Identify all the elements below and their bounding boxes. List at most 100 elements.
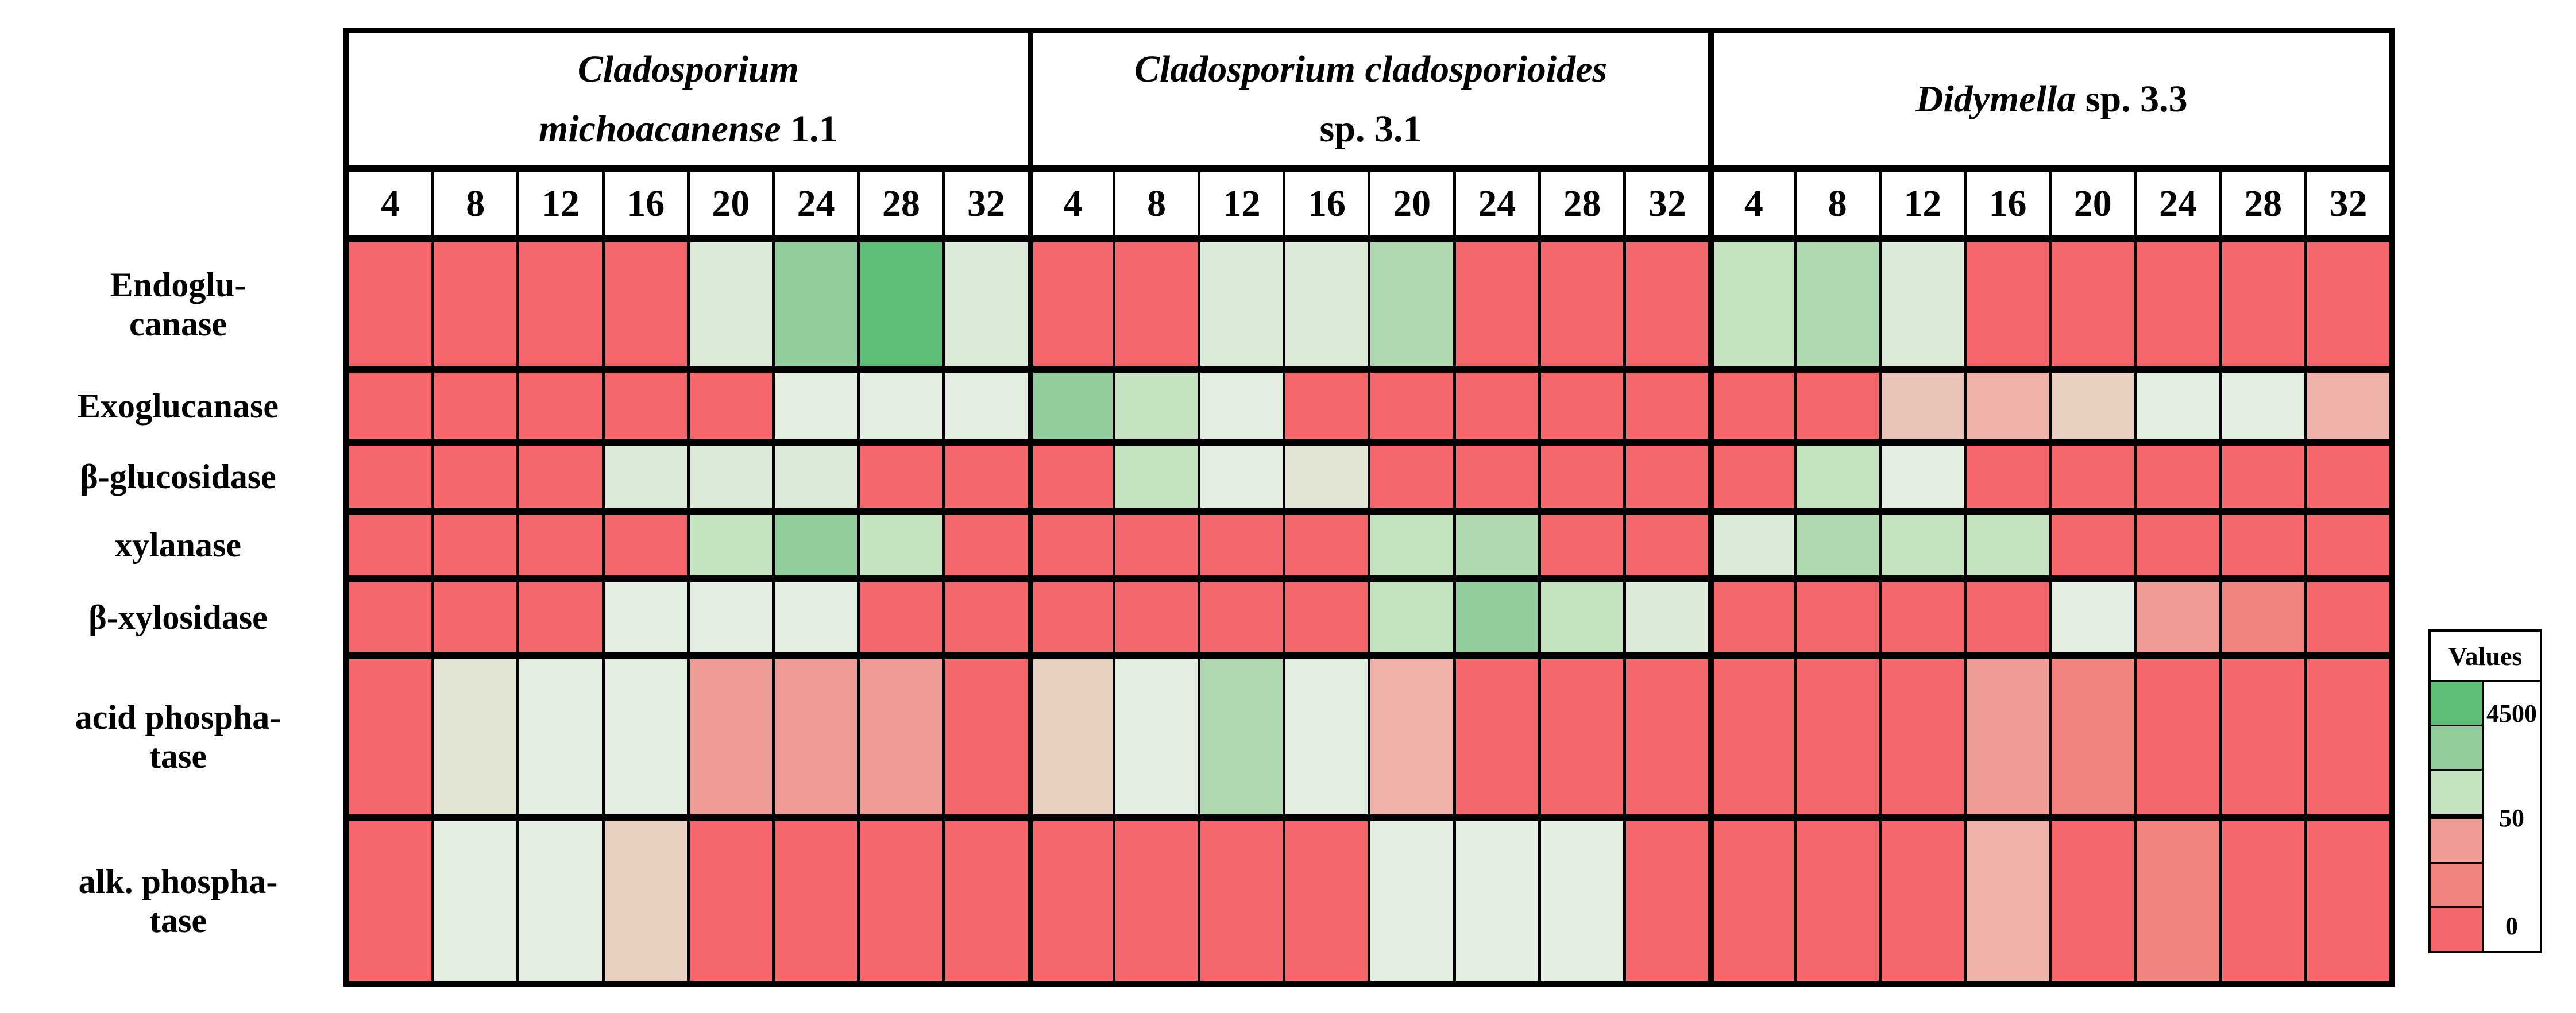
enzyme-row-label: acid phospha-tase bbox=[23, 698, 333, 776]
enzyme-row-label: Endoglu-canase bbox=[23, 265, 333, 343]
heatmap-cell bbox=[2307, 242, 2389, 366]
heatmap-table: Cladosporium michoacanense 1.1 Cladosporiu… bbox=[343, 28, 2395, 987]
heatmap-cell bbox=[1030, 446, 1113, 508]
time-header-cell: 28 bbox=[860, 172, 943, 235]
heatmap-cell bbox=[1711, 582, 1794, 652]
heatmap-cell bbox=[1796, 821, 1879, 981]
heatmap-cell bbox=[1115, 242, 1198, 366]
heatmap-cell bbox=[1881, 446, 1964, 508]
legend-box: Values 4500 50 0 bbox=[2428, 629, 2542, 953]
heatmap-cell bbox=[2137, 821, 2219, 981]
heatmap-cell bbox=[2137, 582, 2219, 652]
heatmap-cell bbox=[349, 821, 432, 981]
legend-swatch bbox=[2431, 726, 2482, 771]
heatmap-cell bbox=[1115, 659, 1198, 814]
heatmap-cell bbox=[434, 373, 517, 439]
heatmap-cell bbox=[1796, 582, 1879, 652]
heatmap-cell bbox=[2222, 242, 2304, 366]
heatmap-cell bbox=[2137, 659, 2219, 814]
species-strain-text: 1.1 bbox=[781, 108, 838, 150]
time-header-cell: 24 bbox=[775, 172, 858, 235]
heatmap-cell bbox=[1200, 659, 1283, 814]
species-strain-text: sp. 3.1 bbox=[1319, 108, 1422, 150]
species-name-italic: Cladosporium cladosporioides bbox=[1134, 48, 1608, 90]
heatmap-cell bbox=[1200, 242, 1283, 366]
heatmap-cell bbox=[1711, 446, 1794, 508]
time-header-cell: 8 bbox=[1796, 172, 1879, 235]
time-header-cell: 16 bbox=[1285, 172, 1368, 235]
heatmap-cell bbox=[1881, 373, 1964, 439]
heatmap-cell bbox=[1370, 582, 1453, 652]
time-header-cell: 12 bbox=[1881, 172, 1964, 235]
heatmap-cell bbox=[1030, 582, 1113, 652]
heatmap-cell bbox=[1455, 659, 1538, 814]
heatmap-cell bbox=[1711, 373, 1794, 439]
heatmap-cell bbox=[2307, 373, 2389, 439]
heatmap-cell bbox=[1966, 515, 2049, 575]
heatmap-cell bbox=[1030, 242, 1113, 366]
time-header-cell: 16 bbox=[604, 172, 687, 235]
heatmap-cell bbox=[434, 582, 517, 652]
time-header-cell: 32 bbox=[1626, 172, 1709, 235]
heatmap-cell bbox=[434, 659, 517, 814]
heatmap-cell bbox=[1370, 446, 1453, 508]
heatmap-cell bbox=[689, 373, 773, 439]
heatmap-cell bbox=[1200, 515, 1283, 575]
legend-title: Values bbox=[2431, 632, 2540, 682]
heatmap-cell bbox=[2052, 515, 2134, 575]
heatmap-cell bbox=[1626, 582, 1709, 652]
heatmap-cell bbox=[2307, 515, 2389, 575]
heatmap-cell bbox=[1540, 446, 1624, 508]
heatmap-cell bbox=[1626, 242, 1709, 366]
heatmap-cell bbox=[1796, 659, 1879, 814]
heatmap-cell bbox=[1711, 515, 1794, 575]
enzyme-row-label-line: tase bbox=[149, 737, 207, 775]
heatmap-cell bbox=[1455, 446, 1538, 508]
species-header-line: Cladosporium cladosporioides bbox=[1134, 40, 1607, 99]
enzyme-row-label-line: xylanase bbox=[114, 526, 242, 564]
time-header-cell: 16 bbox=[1966, 172, 2049, 235]
legend-tick-mid: 50 bbox=[2499, 804, 2524, 832]
heatmap-cell bbox=[860, 582, 943, 652]
heatmap-cell bbox=[775, 659, 858, 814]
time-header-cell: 4 bbox=[349, 172, 432, 235]
heatmap-cell bbox=[2137, 373, 2219, 439]
time-header-cell: 8 bbox=[434, 172, 517, 235]
heatmap-cell bbox=[2222, 446, 2304, 508]
time-header-cell: 4 bbox=[1711, 172, 1794, 235]
heatmap-cell bbox=[1540, 582, 1624, 652]
heatmap-cell bbox=[1455, 242, 1538, 366]
heatmap-cell bbox=[689, 515, 773, 575]
heatmap-cell bbox=[1030, 515, 1113, 575]
heatmap-cell bbox=[349, 582, 432, 652]
heatmap-cell bbox=[2137, 515, 2219, 575]
heatmap-cell bbox=[1711, 242, 1794, 366]
heatmap-cell bbox=[604, 659, 687, 814]
heatmap-cell bbox=[2137, 446, 2219, 508]
heatmap-cell bbox=[1370, 373, 1453, 439]
species-header-line: sp. 3.1 bbox=[1320, 99, 1422, 159]
legend-tick-column: 4500 50 0 bbox=[2484, 682, 2540, 951]
legend-body: 4500 50 0 bbox=[2431, 682, 2540, 952]
heatmap-cell bbox=[1030, 373, 1113, 439]
heatmap-cell bbox=[434, 242, 517, 366]
species-header-line: michoacanense 1.1 bbox=[539, 99, 838, 159]
heatmap-cell bbox=[1881, 821, 1964, 981]
heatmap-cell bbox=[689, 821, 773, 981]
heatmap-cell bbox=[1370, 242, 1453, 366]
heatmap-cell bbox=[434, 821, 517, 981]
heatmap-cell bbox=[1030, 659, 1113, 814]
heatmap-cell bbox=[1881, 515, 1964, 575]
heatmap-cell bbox=[2222, 582, 2304, 652]
enzyme-row-label-line: acid phospha- bbox=[75, 698, 281, 736]
heatmap-cell bbox=[775, 242, 858, 366]
heatmap-cell bbox=[775, 515, 858, 575]
legend-swatch bbox=[2431, 863, 2482, 908]
heatmap-cell bbox=[1115, 446, 1198, 508]
heatmap-cell bbox=[1115, 582, 1198, 652]
heatmap-cell bbox=[519, 659, 602, 814]
enzyme-row-label-line: β-xylosidase bbox=[88, 598, 268, 636]
enzyme-row-label-line: alk. phospha- bbox=[78, 863, 278, 900]
enzyme-row-label: alk. phospha-tase bbox=[23, 862, 333, 940]
heatmap-cell bbox=[519, 242, 602, 366]
